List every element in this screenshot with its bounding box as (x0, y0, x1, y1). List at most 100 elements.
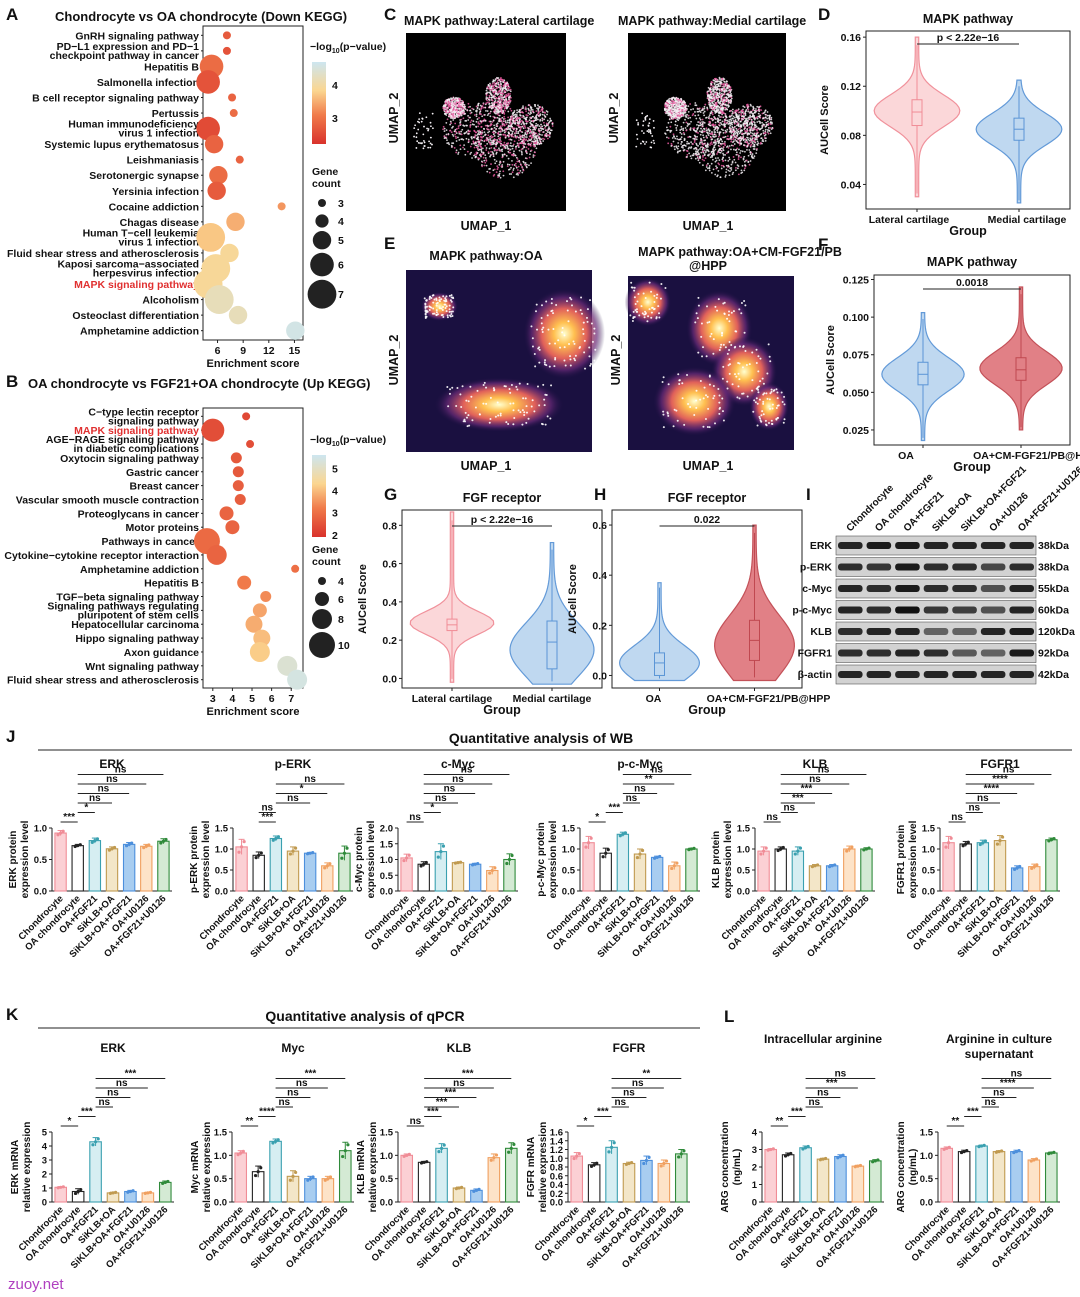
umap-cell (444, 300, 447, 303)
umap-cell (513, 140, 516, 143)
umap-cell (725, 116, 728, 119)
umap-cell (440, 307, 443, 310)
umap-cell (714, 91, 717, 94)
umap-cell (680, 146, 683, 148)
umap-cell (635, 119, 638, 122)
umap-cell (703, 142, 706, 145)
umap-cell (725, 87, 728, 90)
umap-cell (457, 151, 460, 154)
bubble-point (207, 181, 226, 200)
umap-cell (473, 154, 475, 157)
umap-cell (676, 114, 679, 117)
umap-cell (443, 130, 446, 132)
umap-cell (497, 176, 499, 178)
umap-cell (708, 101, 711, 104)
umap-cell (511, 153, 514, 156)
umap-cell (456, 116, 459, 118)
umap-cell (710, 332, 713, 335)
umap-cell (415, 147, 418, 149)
umap-cell (508, 133, 511, 136)
umap-cell (701, 158, 704, 161)
umap-cell (696, 124, 698, 126)
umap-cell (449, 120, 452, 123)
umap-cell (721, 397, 724, 400)
umap-cell (498, 90, 500, 93)
umap-cell (459, 123, 462, 126)
umap-cell (670, 145, 673, 147)
umap-cell (726, 380, 729, 383)
umap-cell (706, 108, 709, 111)
umap-cell (634, 309, 637, 312)
umap-cell (637, 122, 640, 124)
umap-cell (723, 96, 726, 99)
umap-cell (491, 121, 494, 123)
umap-cell (519, 128, 522, 131)
umap-cell (734, 132, 737, 135)
umap-cell (721, 107, 724, 109)
umap-cell (484, 133, 487, 136)
umap-cell (478, 142, 481, 145)
umap-cell (532, 134, 535, 137)
umap-cell (478, 111, 481, 114)
umap-cell (726, 104, 729, 107)
umap-cell (463, 125, 466, 127)
umap-cell (734, 110, 736, 112)
umap-cell (499, 107, 502, 110)
umap-cell (711, 99, 714, 102)
umap-cell (731, 383, 734, 386)
umap-cell (438, 300, 441, 303)
umap-cell (640, 305, 643, 308)
bubble-point (222, 31, 231, 40)
umap-cell (722, 154, 725, 156)
term-label: virus 1 infection (118, 128, 199, 140)
umap-cell (714, 173, 717, 176)
x-tick-label: 12 (263, 345, 275, 357)
umap-cell (485, 109, 487, 112)
umap-cell (750, 105, 752, 107)
umap-cell (722, 116, 725, 119)
umap-cell (632, 310, 635, 313)
umap-cell (516, 158, 519, 160)
umap-cell (541, 106, 544, 109)
term-row: Motor proteins (126, 520, 240, 535)
umap-cell (753, 136, 756, 139)
umap-cell (734, 169, 737, 172)
umap-cell (780, 391, 783, 394)
umap-cell (509, 402, 512, 405)
term-label: checkpoint pathway in cancer (50, 50, 199, 62)
umap-cell (740, 125, 743, 127)
umap-cell (482, 151, 485, 154)
umap-cell (705, 355, 708, 358)
umap-cell (505, 107, 508, 110)
umap-cell (506, 119, 509, 122)
colorbar (312, 62, 326, 144)
umap-cell (416, 140, 419, 143)
umap-cell (524, 164, 527, 166)
umap-cell (489, 110, 492, 113)
umap-cell (518, 161, 521, 164)
umap-cell (501, 116, 504, 119)
umap-cell (504, 90, 507, 93)
umap-cell (584, 367, 587, 370)
umap-cell (436, 301, 439, 304)
umap-cell (696, 135, 698, 138)
umap-cell (499, 88, 502, 90)
umap-cell (756, 143, 758, 146)
term-row: Chagas disease (120, 212, 245, 232)
umap-cell (491, 104, 494, 107)
size-legend-dot (315, 214, 329, 228)
umap-cell (457, 136, 459, 139)
umap-cell (730, 114, 733, 117)
umap-cell (679, 129, 682, 131)
umap-cell (538, 105, 541, 108)
plot-frame (202, 25, 304, 341)
umap-cell (543, 114, 546, 117)
umap-cell (446, 118, 449, 121)
umap-cell (741, 115, 744, 117)
umap-cell (499, 78, 502, 81)
term-label: Motor proteins (126, 522, 200, 534)
umap-cell (499, 412, 502, 415)
size-legend-dot (307, 279, 337, 309)
umap-cell (548, 127, 551, 130)
